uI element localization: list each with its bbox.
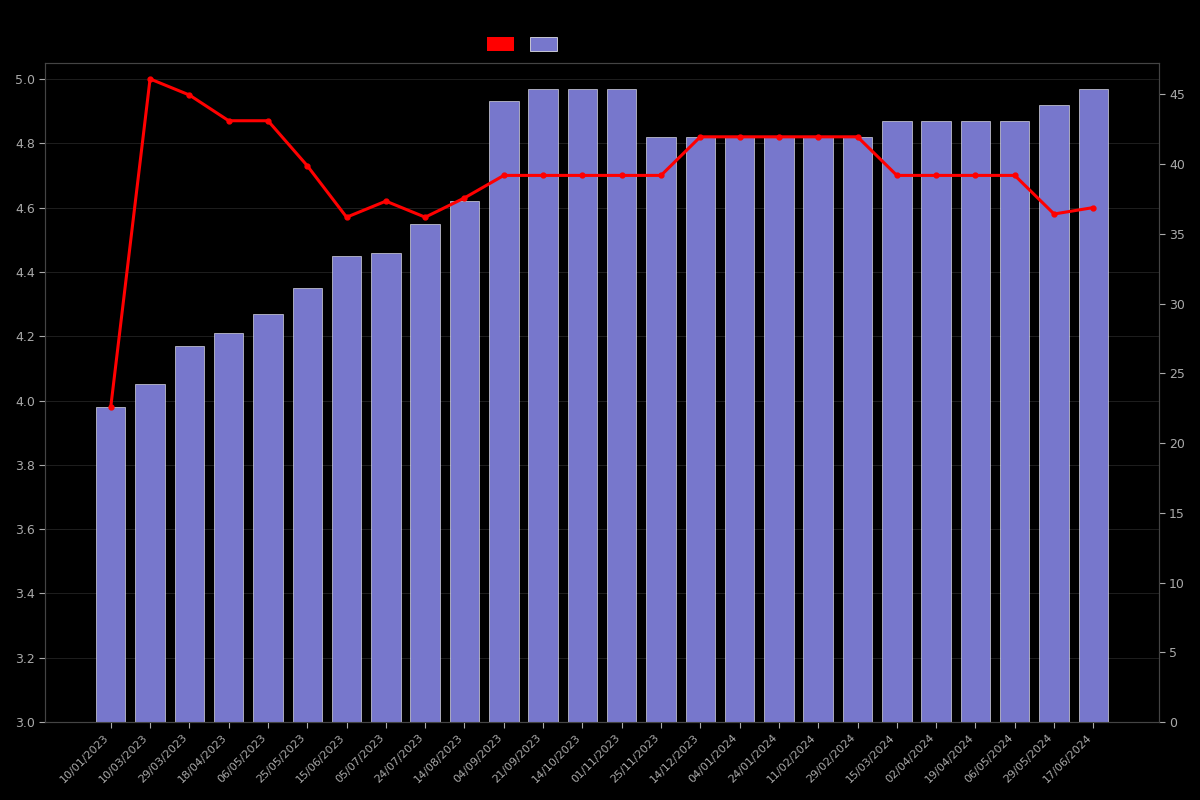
Bar xyxy=(725,137,755,722)
Bar xyxy=(371,253,401,722)
Bar xyxy=(528,89,558,722)
Bar xyxy=(568,89,598,722)
Bar xyxy=(922,121,950,722)
Bar xyxy=(450,201,479,722)
Bar xyxy=(961,121,990,722)
Bar xyxy=(293,288,322,722)
Bar xyxy=(410,224,440,722)
Bar xyxy=(96,407,126,722)
Bar xyxy=(253,314,283,722)
Bar xyxy=(490,102,518,722)
Bar xyxy=(1000,121,1030,722)
Bar xyxy=(332,256,361,722)
Bar xyxy=(136,385,164,722)
Bar xyxy=(882,121,912,722)
Bar xyxy=(764,137,793,722)
Bar xyxy=(214,333,244,722)
Bar xyxy=(685,137,715,722)
Bar xyxy=(647,137,676,722)
Bar xyxy=(607,89,636,722)
Bar xyxy=(175,346,204,722)
Bar xyxy=(842,137,872,722)
Bar xyxy=(1039,105,1069,722)
Bar xyxy=(1079,89,1108,722)
Bar xyxy=(804,137,833,722)
Legend: , : , xyxy=(487,37,562,52)
